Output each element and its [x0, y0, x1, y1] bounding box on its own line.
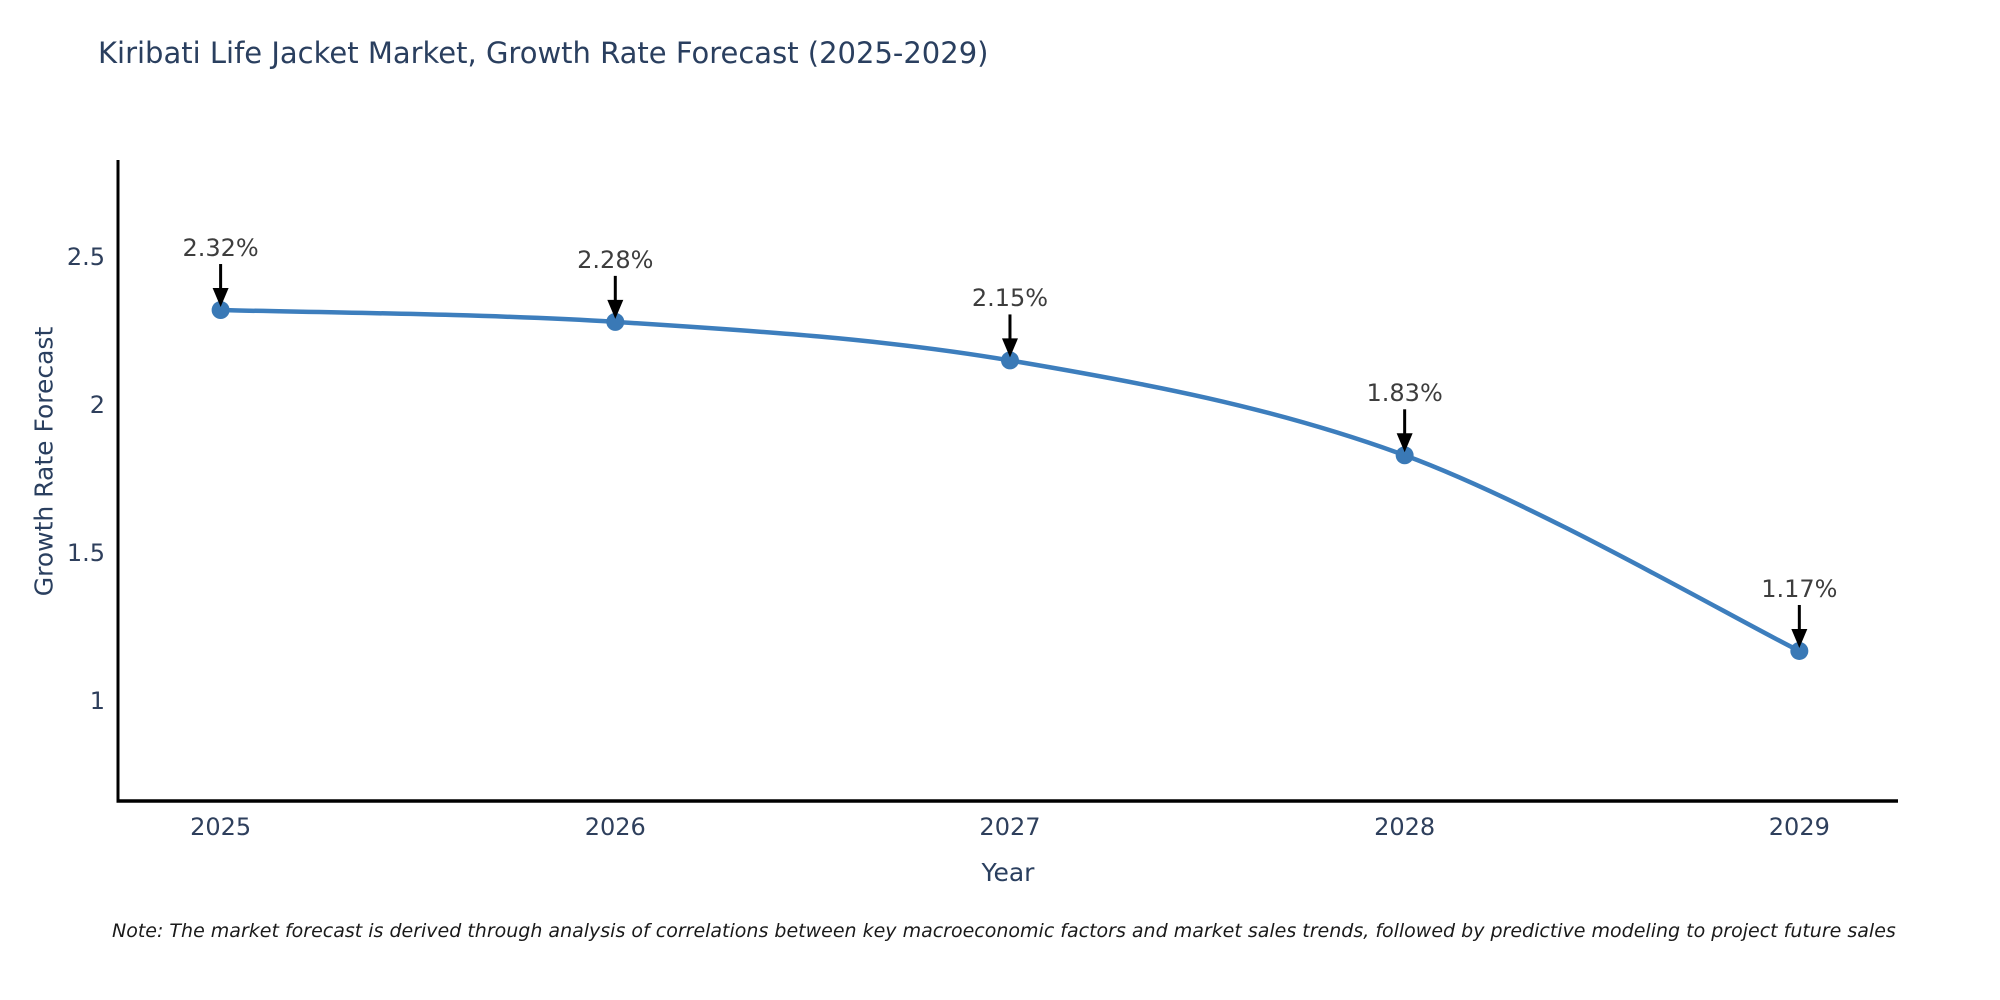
- data-point-marker[interactable]: [1395, 446, 1414, 465]
- annotation-arrow-head: [1396, 433, 1413, 453]
- annotation-arrow-head: [1001, 338, 1018, 358]
- annotation-label: 2.15%: [971, 284, 1049, 313]
- annotation-label: 1.83%: [1366, 379, 1443, 408]
- chart-title: Kiribati Life Jacket Market, Growth Rate…: [98, 36, 989, 70]
- y-tick-label: 1: [89, 687, 105, 716]
- data-point-marker[interactable]: [1790, 641, 1809, 660]
- annotation-label: 2.32%: [182, 234, 259, 263]
- annotation-arrow-head: [607, 299, 624, 319]
- x-tick-label: 2025: [190, 813, 252, 841]
- annotation-label: 2.28%: [577, 245, 654, 274]
- data-point-marker[interactable]: [211, 301, 230, 320]
- x-tick-label: 2026: [584, 813, 646, 841]
- annotation-arrow-head: [212, 288, 229, 308]
- x-axis-title: Year: [981, 858, 1035, 887]
- y-tick-label: 1.5: [66, 539, 105, 568]
- data-point-marker[interactable]: [606, 312, 625, 331]
- x-tick-label: 2029: [1768, 813, 1830, 841]
- x-tick-label: 2027: [979, 813, 1041, 841]
- x-tick-label: 2028: [1374, 813, 1436, 841]
- y-tick-label: 2: [89, 390, 105, 419]
- footnote: Note: The market forecast is derived thr…: [112, 920, 1896, 942]
- y-tick-label: 2.5: [66, 242, 105, 271]
- data-point-marker[interactable]: [1000, 351, 1019, 370]
- trace-line: [218, 307, 1802, 654]
- annotation-arrow-head: [1791, 628, 1808, 648]
- annotation-label: 1.17%: [1761, 574, 1838, 603]
